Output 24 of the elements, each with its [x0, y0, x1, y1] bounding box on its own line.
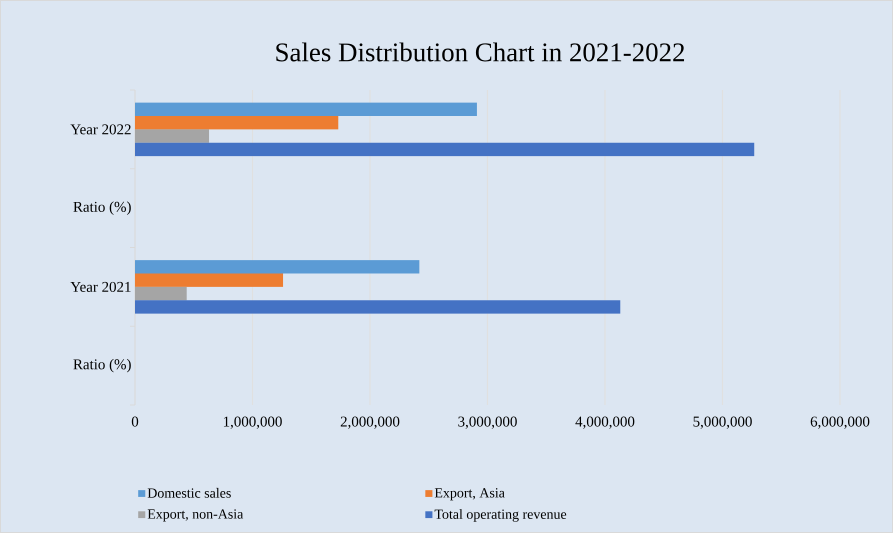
- chart-title: Sales Distribution Chart in 2021-2022: [276, 42, 684, 62]
- legend-label: Total operating revenue: [434, 509, 566, 522]
- y-tick-label: Ratio (%): [73, 358, 131, 372]
- bar: [135, 260, 420, 274]
- legend-label: Export, Asia: [434, 488, 505, 500]
- x-tick-label: 3,000,000: [458, 416, 517, 429]
- bar: [135, 300, 620, 314]
- x-tick-label: 1,000,000: [224, 416, 282, 429]
- bar: [135, 102, 477, 116]
- x-tick-label: 4,000,000: [575, 416, 634, 429]
- legend-label: Domestic sales: [148, 488, 231, 498]
- x-tick-label: 5,000,000: [693, 416, 752, 429]
- bar: [135, 129, 210, 143]
- y-tick-label: Year 2022: [70, 124, 131, 134]
- bar: [135, 286, 187, 300]
- legend-label: Export, non-Asia: [148, 509, 244, 522]
- y-tick-label: Ratio (%): [73, 201, 131, 215]
- y-tick-label: Year 2021: [70, 282, 131, 292]
- bar: [135, 273, 284, 287]
- x-tick-label: 6,000,000: [810, 416, 870, 429]
- x-tick-label: 2,000,000: [340, 416, 400, 429]
- bar: [135, 142, 754, 156]
- x-tick-label: 0: [132, 416, 138, 427]
- bar: [135, 116, 338, 130]
